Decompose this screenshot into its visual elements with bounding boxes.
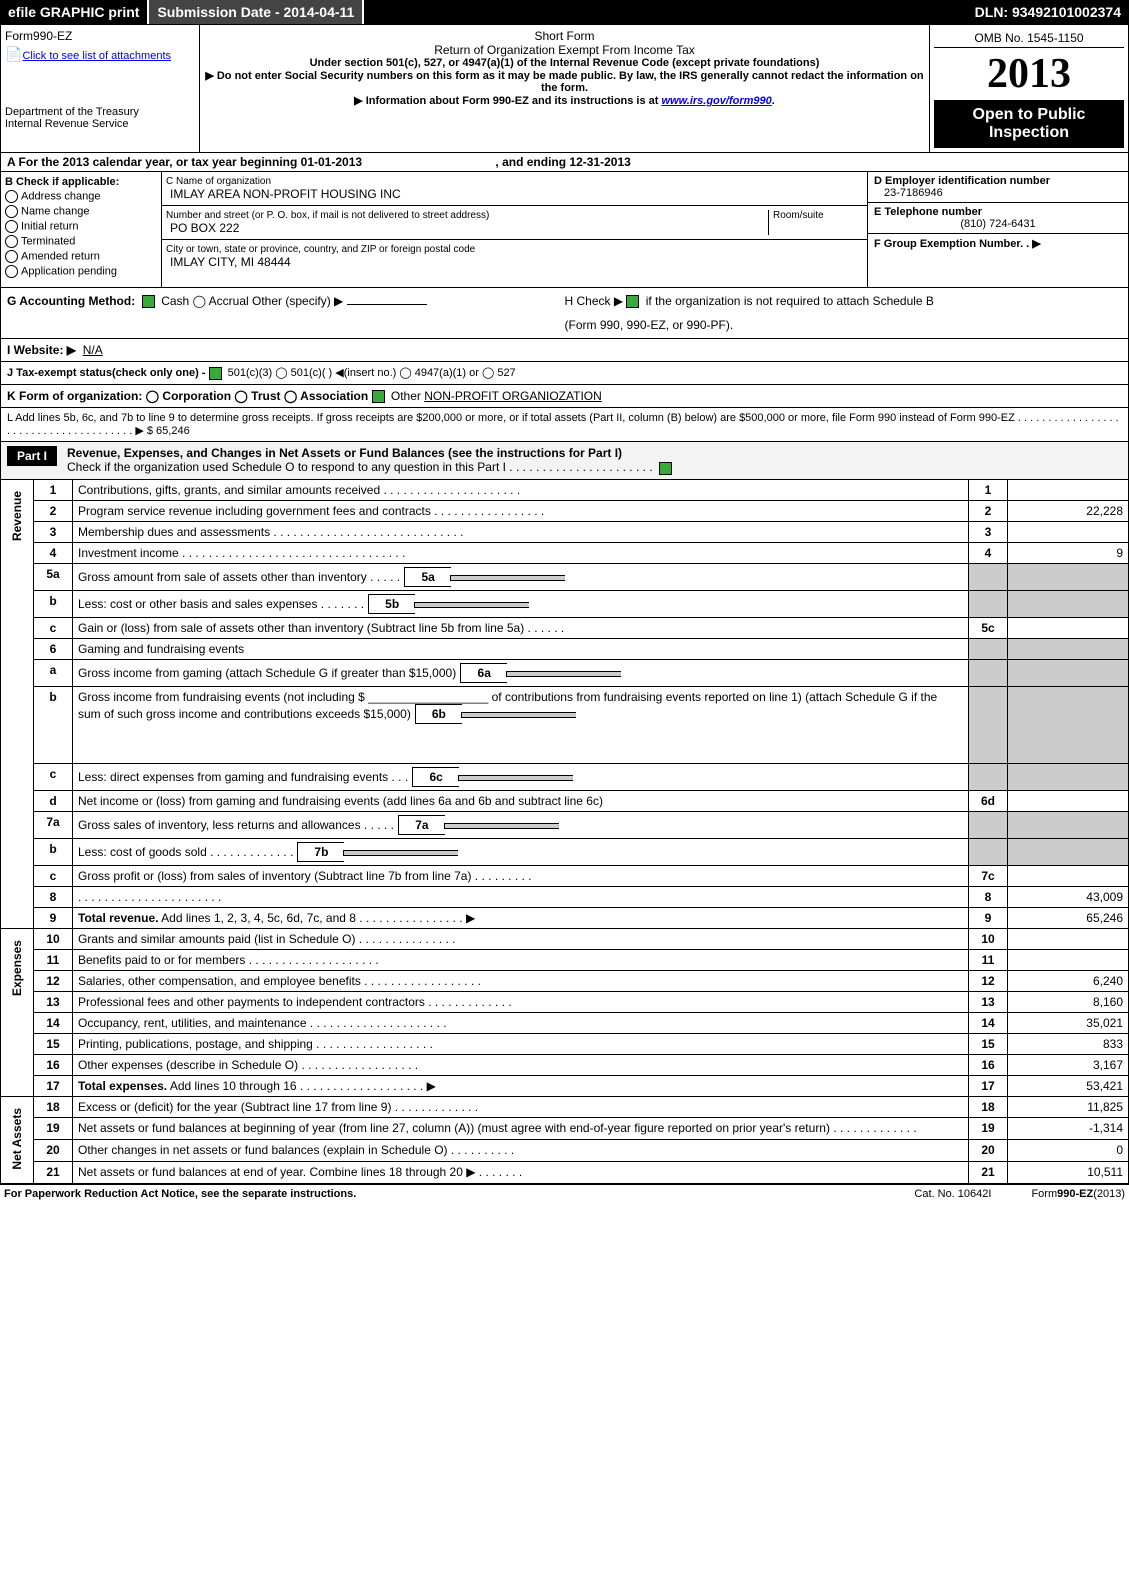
- form-subtitle: Under section 501(c), 527, or 4947(a)(1)…: [204, 57, 925, 69]
- org-name: IMLAY AREA NON-PROFIT HOUSING INC: [166, 187, 863, 201]
- line-16: 16Other expenses (describe in Schedule O…: [1, 1054, 1129, 1075]
- line-c: cGross profit or (loss) from sales of in…: [1, 865, 1129, 886]
- line-2: 2Program service revenue including gover…: [1, 500, 1129, 521]
- form-warning-2: ▶ Information about Form 990-EZ and its …: [354, 95, 661, 107]
- irs-label: Internal Revenue Service: [5, 118, 195, 130]
- header-bar: efile GRAPHIC print Submission Date - 20…: [0, 0, 1129, 24]
- line-d: dNet income or (loss) from gaming and fu…: [1, 790, 1129, 811]
- line-14: 14Occupancy, rent, utilities, and mainte…: [1, 1012, 1129, 1033]
- schedule-b-forms: (Form 990, 990-EZ, or 990-PF).: [565, 318, 1123, 332]
- submission-date: Submission Date - 2014-04-11: [149, 0, 364, 24]
- website-label: I Website: ▶: [7, 343, 76, 357]
- street-value: PO BOX 222: [166, 221, 768, 235]
- line-6: 6Gaming and fundraising events: [1, 638, 1129, 659]
- street-label: Number and street (or P. O. box, if mail…: [166, 210, 768, 221]
- line-10: Expenses10Grants and similar amounts pai…: [1, 928, 1129, 949]
- other-org-checkbox[interactable]: [372, 390, 385, 403]
- part-1-title: Revenue, Expenses, and Changes in Net As…: [67, 446, 622, 460]
- footer-left: For Paperwork Reduction Act Notice, see …: [4, 1188, 356, 1200]
- line-17: 17Total expenses. Add lines 10 through 1…: [1, 1075, 1129, 1096]
- line-b: bLess: cost or other basis and sales exp…: [1, 590, 1129, 617]
- vertical-revenue: Revenue: [1, 480, 34, 929]
- part-1-label: Part I: [7, 446, 57, 466]
- footer-form: Form990-EZ(2013): [1031, 1188, 1125, 1200]
- section-a: A For the 2013 calendar year, or tax yea…: [0, 153, 1129, 172]
- line-b: bLess: cost of goods sold . . . . . . . …: [1, 838, 1129, 865]
- city-value: IMLAY CITY, MI 48444: [166, 255, 863, 269]
- ein-value: 23-7186946: [884, 187, 943, 199]
- ein-label: D Employer identification number: [874, 175, 1050, 187]
- phone-value: (810) 724-6431: [874, 218, 1122, 230]
- line-19: 19Net assets or fund balances at beginni…: [1, 1118, 1129, 1140]
- vertical-expenses: Expenses: [1, 928, 34, 1096]
- group-exemption: F Group Exemption Number. . ▶: [874, 238, 1041, 250]
- part-1-check: Check if the organization used Schedule …: [67, 460, 653, 474]
- org-type: NON-PROFIT ORGANIOZATION: [424, 389, 602, 403]
- name-label: C Name of organization: [166, 176, 271, 187]
- form-warning-1: ▶ Do not enter Social Security numbers o…: [204, 69, 925, 94]
- section-l: L Add lines 5b, 6c, and 7b to line 9 to …: [0, 408, 1129, 442]
- dept-label: Department of the Treasury: [5, 106, 195, 118]
- check-terminated[interactable]: Terminated: [5, 235, 157, 248]
- efile-label: efile GRAPHIC print: [0, 0, 149, 24]
- accounting-label: G Accounting Method:: [7, 294, 135, 308]
- line-15: 15Printing, publications, postage, and s…: [1, 1033, 1129, 1054]
- schedule-o-checkbox[interactable]: [659, 462, 672, 475]
- phone-label: E Telephone number: [874, 206, 982, 218]
- line-8: 8 . . . . . . . . . . . . . . . . . . . …: [1, 886, 1129, 907]
- dln-label: DLN: 93492101002374: [967, 0, 1129, 24]
- 501c3-checkbox[interactable]: [209, 367, 222, 380]
- omb-number: OMB No. 1545-1150: [934, 29, 1124, 48]
- form-title: Return of Organization Exempt From Incom…: [204, 43, 925, 57]
- check-amended-return[interactable]: Amended return: [5, 250, 157, 263]
- line-4: 4Investment income . . . . . . . . . . .…: [1, 542, 1129, 563]
- line-7a: 7aGross sales of inventory, less returns…: [1, 811, 1129, 838]
- room-label: Room/suite: [773, 210, 863, 221]
- website-value: N/A: [83, 343, 103, 357]
- vertical-net-assets: Net Assets: [1, 1096, 34, 1184]
- line-b: bGross income from fundraising events (n…: [1, 686, 1129, 763]
- attachments-link[interactable]: Click to see list of attachments: [22, 50, 171, 62]
- form-name: Form990-EZ: [5, 29, 195, 43]
- line-c: cLess: direct expenses from gaming and f…: [1, 763, 1129, 790]
- check-initial-return[interactable]: Initial return: [5, 220, 157, 233]
- line-18: Net Assets18Excess or (deficit) for the …: [1, 1096, 1129, 1118]
- open-to-public: Open to Public Inspection: [934, 100, 1124, 148]
- cash-checkbox[interactable]: [142, 295, 155, 308]
- part-1-table: Revenue1Contributions, gifts, grants, an…: [0, 480, 1129, 1185]
- line-5a: 5aGross amount from sale of assets other…: [1, 563, 1129, 590]
- line-13: 13Professional fees and other payments t…: [1, 991, 1129, 1012]
- irs-link[interactable]: www.irs.gov/form990: [662, 95, 772, 107]
- short-form-label: Short Form: [204, 29, 925, 43]
- check-name-change[interactable]: Name change: [5, 205, 157, 218]
- line-3: 3Membership dues and assessments . . . .…: [1, 521, 1129, 542]
- line-c: cGain or (loss) from sale of assets othe…: [1, 617, 1129, 638]
- city-label: City or town, state or province, country…: [166, 244, 863, 255]
- line-20: 20Other changes in net assets or fund ba…: [1, 1140, 1129, 1162]
- section-b: B Check if applicable: Address changeNam…: [1, 172, 162, 287]
- check-address-change[interactable]: Address change: [5, 190, 157, 203]
- line-9: 9Total revenue. Add lines 1, 2, 3, 4, 5c…: [1, 907, 1129, 928]
- line-12: 12Salaries, other compensation, and empl…: [1, 970, 1129, 991]
- footer-cat: Cat. No. 10642I: [914, 1188, 991, 1200]
- line-a: aGross income from gaming (attach Schedu…: [1, 659, 1129, 686]
- line-21: 21Net assets or fund balances at end of …: [1, 1162, 1129, 1184]
- line-11: 11Benefits paid to or for members . . . …: [1, 949, 1129, 970]
- tax-year: 2013: [934, 48, 1124, 100]
- schedule-b-checkbox[interactable]: [626, 295, 639, 308]
- line-1: Revenue1Contributions, gifts, grants, an…: [1, 480, 1129, 501]
- check-application-pending[interactable]: Application pending: [5, 265, 157, 278]
